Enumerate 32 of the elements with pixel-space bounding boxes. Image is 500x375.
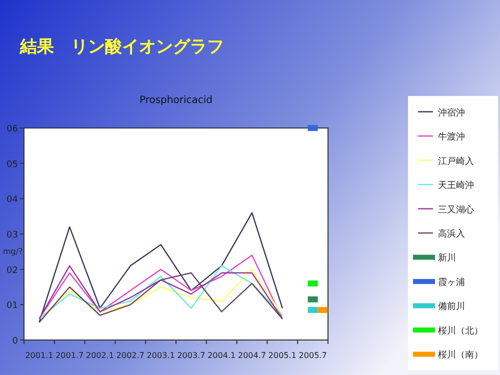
- y-tick-label: 06: [6, 124, 18, 134]
- legend-label: 桜川（南）: [438, 350, 483, 361]
- y-tick-label: 04: [6, 195, 18, 206]
- legend-label: 天王崎沖: [438, 180, 474, 192]
- x-tick-label: 2004.7: [238, 351, 266, 360]
- y-tick-label: 0: [12, 336, 18, 346]
- y-axis-title: mg/?: [3, 247, 23, 256]
- y-tick-label: 05: [6, 160, 18, 170]
- legend-label: 江戸崎入: [438, 156, 474, 167]
- x-tick-label: 2004.1: [208, 351, 236, 360]
- line-series: [38, 212, 283, 323]
- legend-label: 三又湖心: [438, 204, 474, 216]
- legend-label: 新川: [438, 252, 456, 264]
- legend-label: 備前川: [438, 301, 465, 312]
- y-tick-label: 03: [6, 230, 18, 240]
- legend-label: 高浜入: [438, 228, 465, 240]
- x-tick-label: 2005.7: [298, 351, 327, 360]
- y-tick-label: 02: [6, 266, 18, 276]
- legend-label: 霞ヶ浦: [438, 276, 465, 288]
- x-tick-label: 2003.7: [177, 351, 206, 360]
- x-tick-label: 2003.1: [146, 351, 175, 360]
- chart-subtitle: Prosphoricacid: [139, 95, 213, 106]
- chart-title: 結果 リン酸イオングラフ: [19, 37, 224, 57]
- x-tick-label: 2001.7: [56, 351, 84, 360]
- legend-label: 沖宿沖: [438, 107, 465, 118]
- legend-label: 桜川（北）: [438, 325, 483, 336]
- x-tick-label: 2002.1: [86, 351, 114, 360]
- x-tick-label: 2001.1: [25, 351, 54, 360]
- y-tick-label: 01: [6, 301, 18, 312]
- legend-label: 牛渡沖: [438, 132, 465, 143]
- x-tick-label: 2005.1: [268, 351, 296, 360]
- x-tick-label: 2002.7: [116, 351, 144, 360]
